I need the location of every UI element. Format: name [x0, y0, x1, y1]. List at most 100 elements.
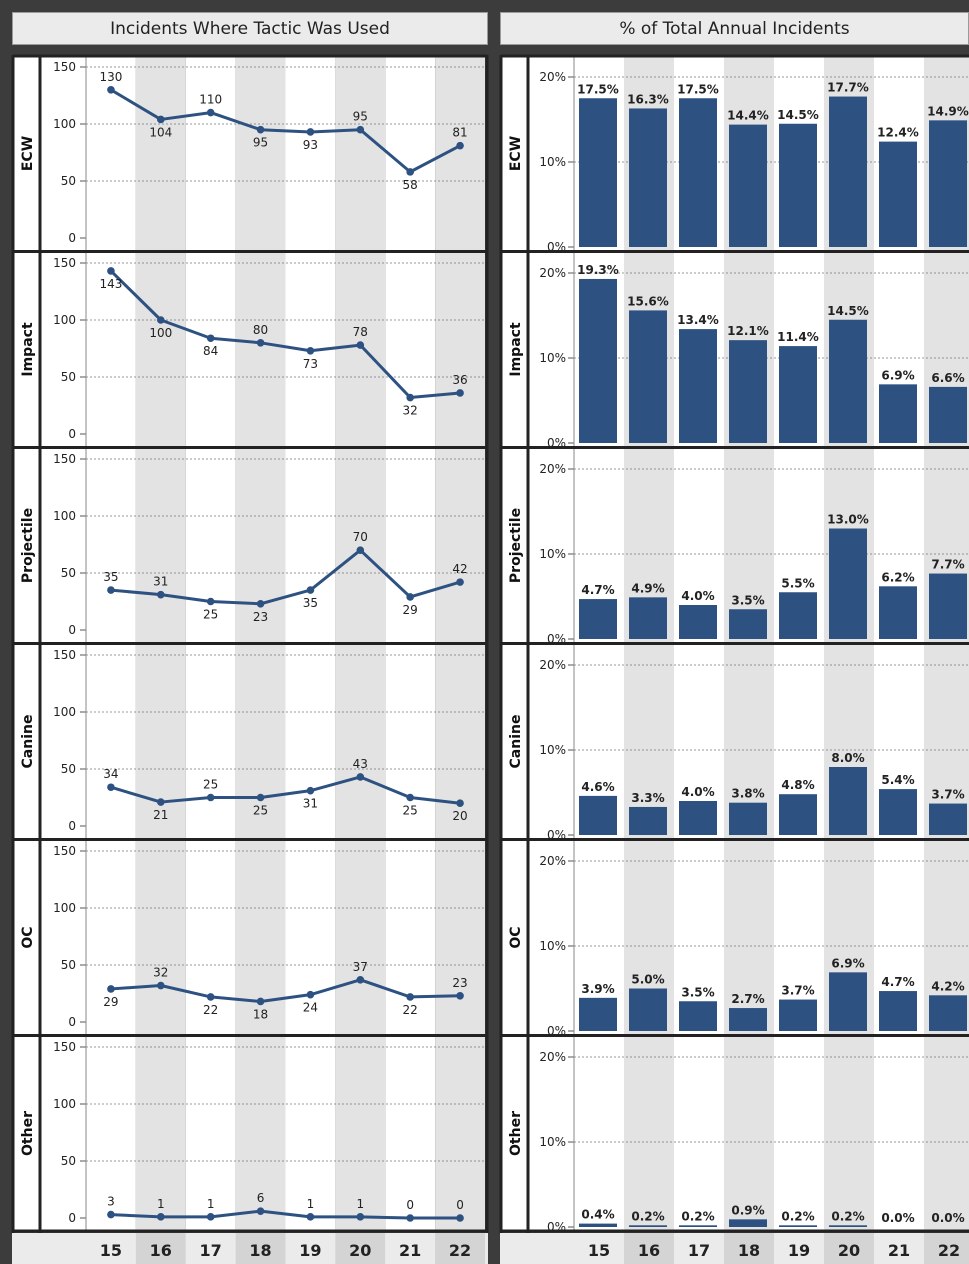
left-data-point — [456, 799, 464, 807]
left-y-tick-label: 100 — [53, 705, 76, 719]
left-data-label: 32 — [403, 404, 418, 418]
left-x-band — [335, 1233, 386, 1264]
right-data-label: 4.0% — [681, 785, 714, 799]
left-data-label: 93 — [303, 138, 318, 152]
left-data-label: 25 — [403, 804, 418, 818]
right-bar — [929, 573, 967, 639]
right-bar — [679, 605, 717, 639]
left-data-label: 21 — [153, 808, 168, 822]
right-panel-title: % of Total Annual Incidents — [500, 12, 969, 45]
left-data-point — [107, 586, 115, 594]
right-bar — [729, 340, 767, 443]
right-data-label: 4.0% — [681, 589, 714, 603]
right-x-band — [624, 1233, 674, 1264]
left-y-tick-label: 50 — [61, 1154, 76, 1168]
right-bar — [629, 1225, 667, 1227]
right-band — [924, 1037, 969, 1230]
left-band — [385, 1037, 436, 1230]
left-data-point — [256, 997, 265, 1006]
left-data-point — [206, 793, 215, 802]
left-band — [135, 57, 186, 250]
right-data-label: 5.0% — [631, 973, 664, 987]
left-band — [285, 57, 336, 250]
left-band — [335, 253, 386, 446]
left-data-label: 81 — [452, 126, 467, 140]
left-data-point — [356, 125, 365, 134]
left-data-label: 143 — [99, 277, 122, 291]
left-x-band — [385, 1233, 436, 1264]
left-x-band — [435, 1233, 485, 1264]
right-data-label: 3.7% — [931, 788, 964, 802]
right-facet-label: Impact — [508, 322, 524, 377]
right-data-label: 7.7% — [931, 558, 964, 572]
left-data-label: 80 — [253, 323, 268, 337]
left-x-band — [185, 1233, 236, 1264]
left-x-tick-label: 15 — [100, 1241, 122, 1260]
left-series-line — [110, 775, 461, 805]
left-band — [135, 253, 186, 446]
left-data-point — [107, 1210, 115, 1219]
left-band — [135, 449, 186, 642]
left-band — [86, 645, 136, 838]
left-band — [86, 449, 136, 642]
right-y-axis-area — [529, 1037, 574, 1230]
left-data-label: 35 — [103, 570, 118, 584]
right-data-label: 5.5% — [781, 576, 814, 590]
left-data-point — [157, 798, 165, 806]
right-data-label: 0.2% — [631, 1209, 664, 1223]
right-facet-strip — [502, 253, 527, 446]
right-bar — [579, 997, 617, 1031]
right-bar — [629, 988, 667, 1031]
left-x-band — [285, 1233, 336, 1264]
right-data-label: 0.4% — [581, 1208, 614, 1222]
left-facet-strip — [14, 645, 39, 838]
right-y-tick-label: 20% — [539, 266, 566, 280]
right-bar — [879, 789, 917, 835]
right-bar — [679, 1225, 717, 1227]
left-data-label: 110 — [199, 93, 222, 107]
left-series-line — [110, 978, 461, 1003]
right-x-tick-label: 20 — [838, 1241, 860, 1260]
left-data-point — [456, 991, 464, 1000]
right-bar — [779, 1225, 817, 1227]
left-data-label: 70 — [353, 530, 368, 544]
left-band — [385, 645, 436, 838]
right-x-band — [724, 1233, 774, 1264]
left-data-label: 130 — [99, 70, 122, 84]
left-data-label: 100 — [149, 326, 172, 340]
right-x-band — [574, 1233, 624, 1264]
left-data-label: 73 — [303, 357, 318, 371]
right-band — [824, 1037, 874, 1230]
right-band — [674, 1037, 724, 1230]
right-data-label: 0.0% — [931, 1211, 964, 1225]
right-bar — [629, 806, 667, 835]
right-bar — [879, 141, 917, 247]
left-y-tick-label: 100 — [53, 901, 76, 915]
left-y-tick-label: 100 — [53, 117, 76, 131]
right-y-axis-area — [529, 645, 574, 838]
right-band — [774, 1037, 824, 1230]
right-band — [574, 1037, 624, 1230]
left-facet-label: OC — [20, 926, 36, 948]
right-facet-label: Canine — [508, 715, 524, 769]
left-y-tick-label: 100 — [53, 1097, 76, 1111]
left-band — [385, 57, 436, 250]
right-data-label: 14.5% — [827, 304, 869, 318]
left-data-label: 34 — [103, 767, 118, 781]
left-band — [235, 645, 286, 838]
left-y-axis-area — [41, 449, 86, 642]
right-x-band — [874, 1233, 924, 1264]
left-data-label: 32 — [153, 966, 168, 980]
left-data-point — [256, 1207, 265, 1215]
right-data-label: 14.4% — [727, 109, 769, 123]
right-bar — [779, 346, 817, 443]
right-facet-label: OC — [508, 926, 524, 948]
right-bar — [879, 586, 917, 639]
right-data-label: 3.7% — [781, 984, 814, 998]
right-data-label: 14.9% — [927, 104, 969, 118]
right-bar — [829, 319, 867, 443]
right-data-label: 4.6% — [581, 780, 614, 794]
left-facet-label: Impact — [20, 322, 36, 377]
left-data-point — [157, 981, 165, 990]
right-data-label: 6.2% — [881, 570, 914, 584]
